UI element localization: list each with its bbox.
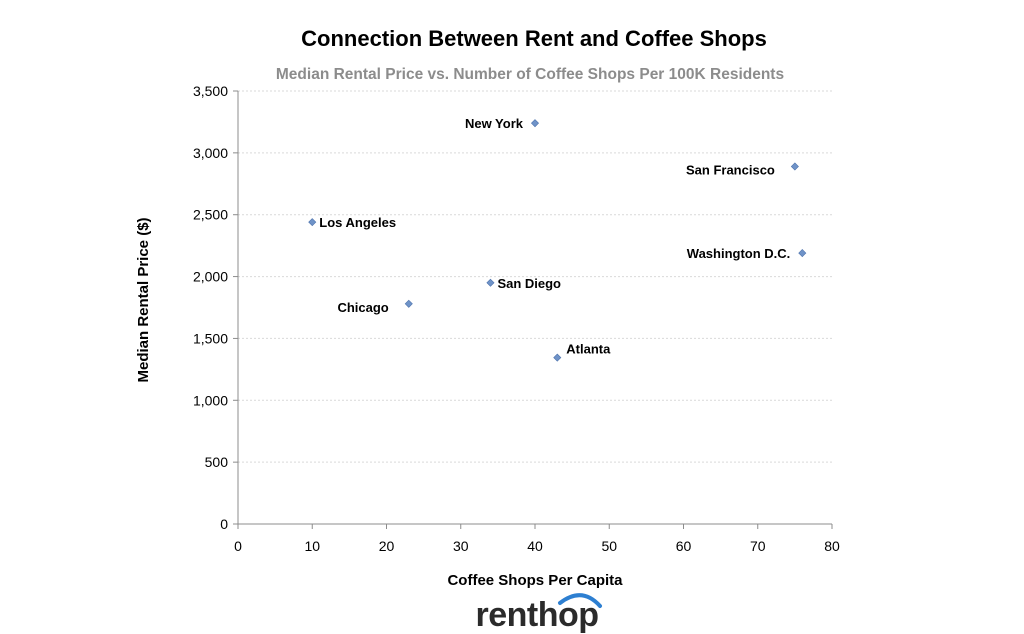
gridlines	[238, 90, 832, 463]
x-tick-label: 80	[824, 538, 840, 554]
y-tick-label: 1,000	[193, 392, 228, 408]
y-tick-label: 3,500	[193, 83, 228, 99]
x-tick-label: 0	[234, 538, 242, 554]
axes	[233, 90, 833, 529]
chart-title: Connection Between Rent and Coffee Shops	[301, 26, 767, 51]
data-point	[530, 119, 540, 128]
x-tick-label: 60	[676, 538, 692, 554]
y-tick-label: 2,000	[193, 269, 228, 285]
data-point	[308, 218, 317, 227]
point-label: San Diego	[497, 276, 561, 291]
point-labels: New York San Francisco Los Angeles Washingt…	[319, 116, 790, 356]
data-point	[486, 278, 495, 287]
x-tick-label: 20	[379, 538, 395, 554]
renthop-logo: renthop	[475, 593, 602, 634]
y-tick-label: 0	[220, 516, 228, 532]
logo-wordmark: renthop	[475, 596, 598, 634]
x-tick-label: 50	[601, 538, 617, 554]
data-point	[404, 299, 413, 308]
point-label: Washington D.C.	[687, 246, 791, 261]
data-point	[798, 249, 807, 258]
point-label: San Francisco	[686, 162, 775, 177]
tick-labels: 0 500 1,000 1,500 2,000 2,500 3,000 3,500 0 10 20 3…	[193, 83, 840, 554]
y-tick-label: 1,500	[193, 330, 228, 346]
data-point	[553, 353, 562, 362]
x-axis-label: Coffee Shops Per Capita	[447, 572, 623, 589]
point-label: Chicago	[337, 300, 388, 315]
data-points	[308, 119, 807, 362]
point-label: Los Angeles	[319, 215, 396, 230]
y-tick-label: 500	[205, 454, 229, 470]
x-tick-label: 30	[453, 538, 469, 554]
y-axis-label: Median Rental Price ($)	[135, 217, 152, 382]
point-label: New York	[465, 116, 524, 131]
logo-arc-icon	[558, 593, 602, 608]
x-tick-label: 10	[304, 538, 320, 554]
data-point	[790, 162, 799, 171]
point-label: Atlanta	[566, 342, 611, 357]
chart-subtitle: Median Rental Price vs. Number of Coffee…	[276, 66, 784, 83]
x-tick-label: 40	[527, 538, 543, 554]
y-tick-label: 3,000	[193, 145, 228, 161]
x-tick-label: 70	[750, 538, 766, 554]
y-tick-label: 2,500	[193, 207, 228, 223]
